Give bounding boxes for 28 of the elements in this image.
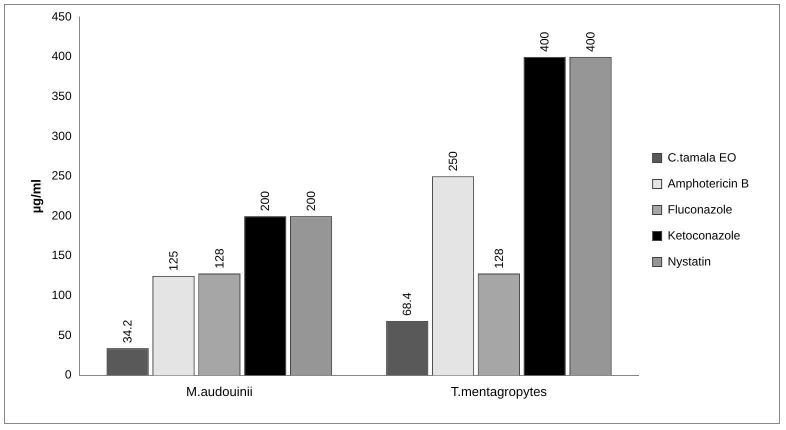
legend-label: Nystatin bbox=[668, 254, 711, 268]
data-label: 128 bbox=[492, 248, 506, 268]
data-label: 128 bbox=[212, 248, 226, 268]
x-tick-label: M.audouinii bbox=[186, 384, 253, 399]
data-label: 125 bbox=[166, 250, 181, 271]
y-tick-label: 250 bbox=[52, 168, 72, 183]
y-tick-label: 400 bbox=[52, 49, 72, 64]
y-tick-label: 350 bbox=[52, 88, 72, 103]
data-label: 400 bbox=[584, 31, 598, 52]
y-tick-label: 150 bbox=[52, 248, 72, 262]
y-tick-label: 100 bbox=[52, 288, 72, 302]
data-label: 250 bbox=[446, 150, 460, 172]
data-label: 200 bbox=[258, 190, 272, 212]
y-axis-title: µg/ml bbox=[28, 179, 44, 214]
legend-label: Ketoconazole bbox=[668, 228, 741, 242]
y-tick-label: 200 bbox=[52, 208, 72, 222]
y-tick-label: 450 bbox=[52, 9, 72, 24]
legend-label: Amphotericin B bbox=[668, 176, 750, 190]
data-label: 34.2 bbox=[120, 319, 135, 344]
y-tick-label: 50 bbox=[58, 328, 72, 342]
y-tick-label: 300 bbox=[52, 128, 72, 143]
legend-label: Fluconazole bbox=[668, 202, 733, 216]
legend-label: C.tamala EO bbox=[668, 150, 736, 164]
x-tick-label: T.mentagropytes bbox=[450, 384, 548, 399]
data-label: 200 bbox=[304, 190, 318, 212]
data-label: 68.4 bbox=[400, 292, 414, 316]
data-label: 400 bbox=[538, 31, 552, 52]
y-tick-label: 0 bbox=[64, 368, 72, 382]
